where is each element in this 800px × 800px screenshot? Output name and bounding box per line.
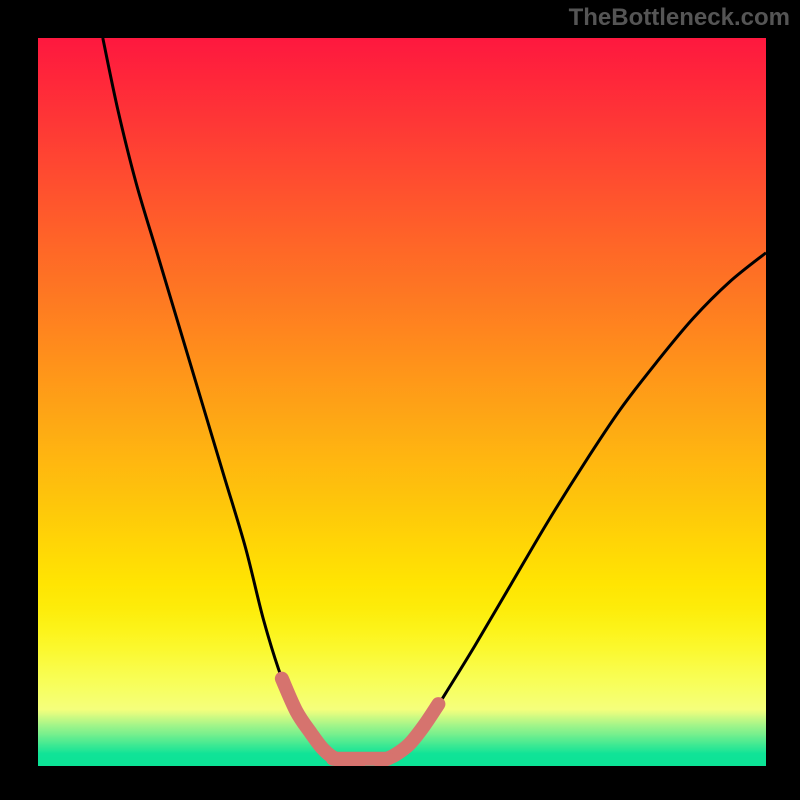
watermark-text: TheBottleneck.com xyxy=(569,4,790,32)
chart-frame: TheBottleneck.com xyxy=(0,0,800,800)
plot-area xyxy=(38,38,766,766)
